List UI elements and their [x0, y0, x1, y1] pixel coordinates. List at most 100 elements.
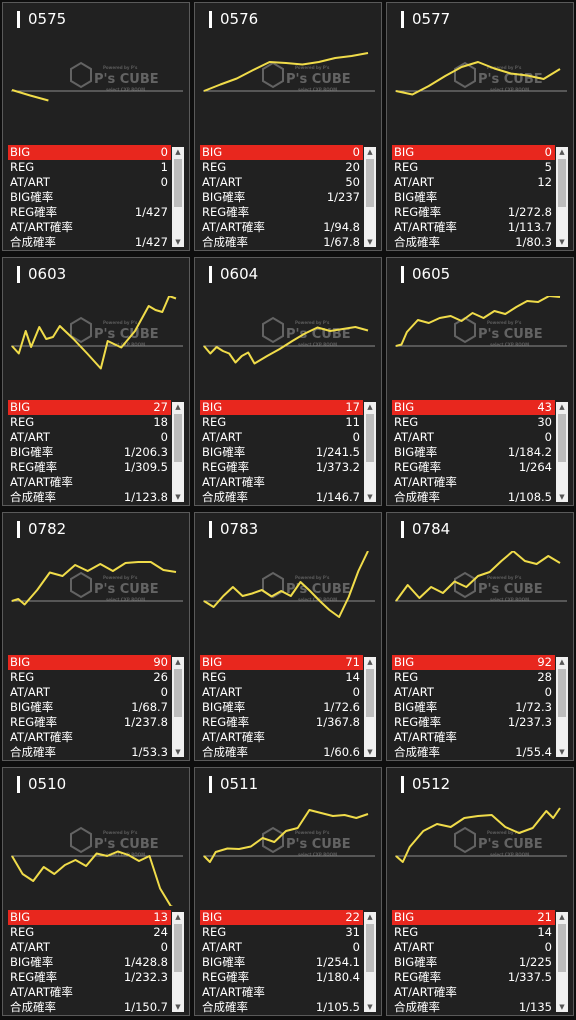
scroll-down-arrow-icon[interactable]: ▼: [559, 748, 565, 756]
watermark-top-text: Powered by P's: [487, 575, 522, 580]
stats-scrollbar[interactable]: ▲ ▼: [364, 402, 376, 502]
scroll-up-arrow-icon[interactable]: ▲: [559, 913, 565, 921]
scroll-down-arrow-icon[interactable]: ▼: [367, 748, 373, 756]
stats-scrollbar[interactable]: ▲ ▼: [556, 402, 568, 502]
stat-value: 28: [537, 670, 552, 684]
stat-row-big: BIG 21: [392, 910, 555, 925]
watermark-top-text: Powered by P's: [103, 320, 138, 325]
pscube-watermark-icon: P's CUBE Powered by P's select CXP ROOM: [454, 316, 543, 347]
stat-label: 合成確率: [394, 1000, 440, 1014]
scroll-thumb[interactable]: [366, 414, 374, 462]
stat-label: AT/ART確率: [394, 730, 457, 744]
scroll-down-arrow-icon[interactable]: ▼: [559, 238, 565, 246]
stat-label: AT/ART確率: [394, 985, 457, 999]
scroll-down-arrow-icon[interactable]: ▼: [175, 493, 181, 501]
stat-label: BIG: [10, 145, 31, 159]
machine-card[interactable]: 0605 P's CUBE Powered by P's select CXP …: [386, 257, 574, 506]
stat-label: BIG: [202, 655, 223, 669]
stat-row: BIG確率 1/72.6: [200, 700, 363, 715]
scroll-thumb[interactable]: [366, 159, 374, 207]
stat-row-big: BIG 0: [8, 145, 171, 160]
stats-scrollbar[interactable]: ▲ ▼: [556, 912, 568, 1012]
stats-scrollbar[interactable]: ▲ ▼: [172, 657, 184, 757]
stats-scrollbar[interactable]: ▲ ▼: [364, 912, 376, 1012]
stat-row: AT/ART確率 1/94.8: [200, 220, 363, 235]
scroll-up-arrow-icon[interactable]: ▲: [367, 403, 373, 411]
machine-card[interactable]: 0782 P's CUBE Powered by P's select CXP …: [2, 512, 190, 761]
scroll-up-arrow-icon[interactable]: ▲: [559, 658, 565, 666]
scroll-thumb[interactable]: [174, 924, 182, 972]
scroll-up-arrow-icon[interactable]: ▲: [175, 913, 181, 921]
stats-scrollbar[interactable]: ▲ ▼: [172, 147, 184, 247]
machine-card[interactable]: 0512 P's CUBE Powered by P's select CXP …: [386, 767, 574, 1016]
stat-row: REG 1: [8, 160, 171, 175]
stat-label: REG確率: [202, 205, 250, 219]
stat-label: AT/ART: [10, 430, 50, 444]
machine-number: 0783: [209, 521, 258, 538]
watermark-brand: P's CUBE: [478, 582, 543, 597]
scroll-thumb[interactable]: [366, 669, 374, 717]
scroll-thumb[interactable]: [558, 414, 566, 462]
stat-value: 1/60.6: [323, 745, 360, 759]
stat-row: AT/ART 50: [200, 175, 363, 190]
stats-scrollbar[interactable]: ▲ ▼: [172, 402, 184, 502]
machine-card[interactable]: 0603 P's CUBE Powered by P's select CXP …: [2, 257, 190, 506]
stat-label: 合成確率: [202, 1000, 248, 1014]
scroll-up-arrow-icon[interactable]: ▲: [559, 403, 565, 411]
machine-card[interactable]: 0510 P's CUBE Powered by P's select CXP …: [2, 767, 190, 1016]
stats-table: BIG 43 REG 30 AT/ART 0 BIG確率 1/184.2 REG確率 1/264 A…: [392, 400, 555, 505]
watermark-top-text: Powered by P's: [103, 575, 138, 580]
scroll-up-arrow-icon[interactable]: ▲: [367, 913, 373, 921]
machine-card[interactable]: 0783 P's CUBE Powered by P's select CXP …: [194, 512, 382, 761]
machine-card[interactable]: 0511 P's CUBE Powered by P's select CXP …: [194, 767, 382, 1016]
stats-scrollbar[interactable]: ▲ ▼: [364, 657, 376, 757]
stat-value: 0: [160, 685, 168, 699]
stats-scrollbar[interactable]: ▲ ▼: [364, 147, 376, 247]
scroll-thumb[interactable]: [174, 414, 182, 462]
scroll-down-arrow-icon[interactable]: ▼: [175, 1003, 181, 1011]
scroll-down-arrow-icon[interactable]: ▼: [367, 493, 373, 501]
scroll-thumb[interactable]: [174, 159, 182, 207]
machine-card[interactable]: 0784 P's CUBE Powered by P's select CXP …: [386, 512, 574, 761]
scroll-up-arrow-icon[interactable]: ▲: [175, 658, 181, 666]
stats-table: BIG 22 REG 31 AT/ART 0 BIG確率 1/254.1 REG確率 1/180.…: [200, 910, 363, 1015]
stat-label: 合成確率: [10, 235, 56, 249]
scroll-up-arrow-icon[interactable]: ▲: [175, 403, 181, 411]
scroll-up-arrow-icon[interactable]: ▲: [559, 148, 565, 156]
stat-value: 14: [537, 925, 552, 939]
machine-card[interactable]: 0576 P's CUBE Powered by P's select CXP …: [194, 2, 382, 251]
machine-card[interactable]: 0604 P's CUBE Powered by P's select CXP …: [194, 257, 382, 506]
stat-row: REG 11: [200, 415, 363, 430]
scroll-down-arrow-icon[interactable]: ▼: [175, 238, 181, 246]
stat-row: REG 28: [392, 670, 555, 685]
stat-label: REG: [10, 925, 35, 939]
stat-row-big: BIG 90: [8, 655, 171, 670]
stats-scrollbar[interactable]: ▲ ▼: [172, 912, 184, 1012]
machine-number: 0603: [17, 266, 66, 283]
stats-scrollbar[interactable]: ▲ ▼: [556, 147, 568, 247]
machine-card[interactable]: 0577 P's CUBE Powered by P's select CXP …: [386, 2, 574, 251]
scroll-down-arrow-icon[interactable]: ▼: [367, 1003, 373, 1011]
scroll-down-arrow-icon[interactable]: ▼: [367, 238, 373, 246]
scroll-thumb[interactable]: [558, 924, 566, 972]
stats-scrollbar[interactable]: ▲ ▼: [556, 657, 568, 757]
stat-row: BIG確率 1/225: [392, 955, 555, 970]
stat-value: 1/53.3: [131, 745, 168, 759]
scroll-up-arrow-icon[interactable]: ▲: [367, 148, 373, 156]
scroll-down-arrow-icon[interactable]: ▼: [559, 1003, 565, 1011]
watermark-top-text: Powered by P's: [295, 575, 330, 580]
machine-card[interactable]: 0575 P's CUBE Powered by P's select CXP …: [2, 2, 190, 251]
payout-graph: P's CUBE Powered by P's select CXP ROOM: [11, 296, 183, 370]
scroll-down-arrow-icon[interactable]: ▼: [559, 493, 565, 501]
scroll-up-arrow-icon[interactable]: ▲: [367, 658, 373, 666]
scroll-thumb[interactable]: [366, 924, 374, 972]
scroll-thumb[interactable]: [174, 669, 182, 717]
payout-line: [395, 61, 561, 96]
stat-label: 合成確率: [10, 745, 56, 759]
stat-label: AT/ART確率: [394, 220, 457, 234]
scroll-down-arrow-icon[interactable]: ▼: [175, 748, 181, 756]
scroll-up-arrow-icon[interactable]: ▲: [175, 148, 181, 156]
stat-label: BIG確率: [394, 955, 438, 969]
scroll-thumb[interactable]: [558, 159, 566, 207]
scroll-thumb[interactable]: [558, 669, 566, 717]
